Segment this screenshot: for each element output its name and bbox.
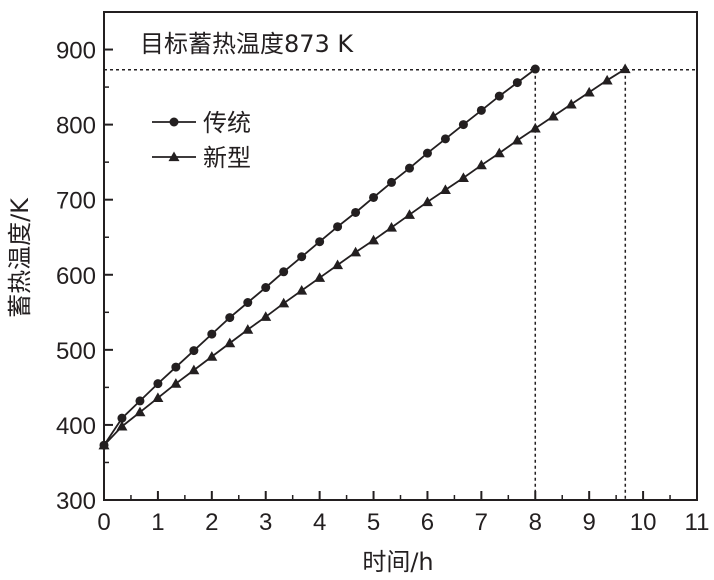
x-tick-label: 0 [97, 509, 110, 536]
series-point-1 [333, 222, 343, 232]
series-point-2 [583, 86, 595, 97]
series-point-1 [297, 252, 307, 262]
series-point-2 [547, 110, 559, 121]
y-tick-label: 900 [56, 38, 96, 65]
series-point-2 [314, 272, 326, 282]
series-point-1 [315, 237, 325, 247]
y-tick-label: 500 [56, 338, 96, 365]
series-point-2 [350, 246, 362, 257]
y-tick-label: 700 [56, 188, 96, 215]
series-point-2 [475, 159, 487, 170]
y-tick-label: 400 [56, 413, 96, 440]
x-tick-label: 3 [259, 509, 272, 536]
series-point-2 [170, 378, 182, 388]
series-point-2 [511, 134, 523, 145]
series-point-2 [493, 147, 505, 158]
series-point-2 [601, 74, 613, 85]
series-point-1 [369, 192, 379, 202]
series-point-1 [243, 298, 253, 308]
x-tick-label: 9 [583, 509, 596, 536]
series-point-1 [530, 64, 540, 74]
x-tick-label: 4 [313, 509, 326, 536]
series-point-2 [565, 98, 577, 109]
series-point-2 [152, 392, 164, 403]
series-point-2 [134, 406, 146, 417]
x-tick-label: 10 [630, 509, 657, 536]
y-axis-title: 蓄热温度/K [6, 197, 34, 318]
x-tick-label: 11 [685, 509, 710, 536]
series-point-2 [260, 311, 272, 321]
series-point-2 [619, 63, 631, 74]
series-point-2 [188, 364, 200, 375]
x-tick-label: 6 [421, 509, 434, 536]
series-point-2 [332, 259, 344, 270]
series-point-2 [98, 439, 110, 450]
series-point-1 [405, 163, 415, 173]
series-line-2 [103, 68, 626, 446]
series-point-1 [440, 134, 450, 144]
series-point-2 [457, 172, 469, 183]
series-point-2 [224, 337, 236, 348]
series-point-1 [153, 379, 163, 389]
x-tick-label: 2 [205, 509, 218, 536]
series-point-1 [171, 362, 181, 372]
x-axis-title: 时间/h [362, 548, 433, 576]
y-tick-label: 600 [56, 263, 96, 290]
series-point-1 [135, 396, 145, 406]
series-point-2 [206, 351, 218, 361]
series-point-1 [207, 329, 217, 339]
series-point-2 [529, 122, 541, 133]
series-point-1 [261, 283, 271, 293]
y-tick-label: 300 [56, 488, 96, 515]
x-tick-label: 7 [475, 509, 488, 536]
legend-label-2: 新型 [203, 144, 251, 172]
series-point-2 [278, 297, 290, 308]
series-point-2 [404, 209, 416, 219]
series-point-2 [296, 285, 308, 295]
series-point-1 [476, 105, 486, 115]
x-tick-label: 8 [529, 509, 542, 536]
x-tick-label: 5 [367, 509, 380, 536]
series-point-1 [189, 346, 199, 356]
series-point-2 [439, 184, 451, 195]
series-point-1 [512, 78, 522, 88]
series-point-2 [368, 234, 380, 245]
legend-marker-2 [168, 151, 180, 162]
series-point-1 [458, 120, 468, 130]
plot-frame [103, 11, 698, 501]
series-point-2 [116, 420, 128, 431]
series-point-1 [225, 313, 235, 323]
series-point-1 [494, 91, 504, 101]
legend-marker-1 [169, 117, 179, 127]
series-point-2 [385, 221, 397, 232]
y-tick-label: 800 [56, 113, 96, 140]
series-point-2 [242, 324, 254, 334]
series-point-1 [386, 177, 396, 187]
series-point-1 [279, 267, 289, 277]
series-point-1 [117, 413, 127, 423]
series-point-2 [421, 196, 433, 207]
series-point-1 [422, 148, 432, 158]
x-tick-label: 1 [151, 509, 164, 536]
target-temperature-annotation: 目标蓄热温度873 K [140, 30, 354, 58]
series-point-1 [351, 207, 361, 217]
legend-label-1: 传统 [203, 109, 251, 137]
